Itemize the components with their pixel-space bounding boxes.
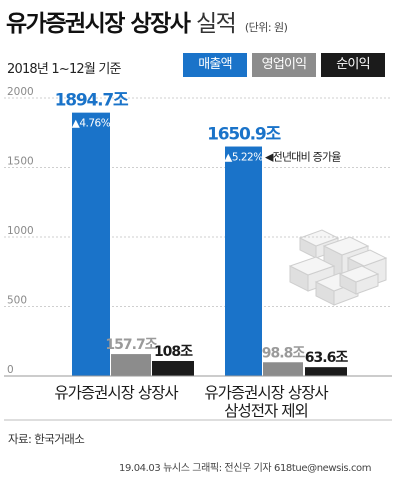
title-main: 유가증권시장 상장사	[6, 11, 191, 37]
legend-net-profit: 순이익	[321, 53, 385, 77]
sales-value-label: 1650.9조	[207, 125, 281, 145]
source-note: 자료: 한국거래소	[8, 432, 85, 446]
operating-profit-value-label: 157.7조	[105, 337, 157, 353]
net-profit-value-label: 63.6조	[305, 350, 349, 366]
bar-sales	[225, 146, 262, 376]
y-tick-label: 0	[7, 364, 14, 376]
sales-value-label: 1894.7조	[55, 91, 129, 111]
chart-title: 유가증권시장 상장사 실적 (단위: 원)	[6, 4, 288, 38]
title-sub: 실적	[195, 11, 237, 37]
legend-operating-profit: 영업이익	[252, 53, 316, 77]
bar-operating-profit	[111, 354, 151, 376]
bar-net-profit	[152, 360, 194, 376]
bar-sales	[72, 112, 110, 376]
x-category-label: 유가증권시장 상장사	[54, 384, 178, 402]
y-tick-label: 2000	[7, 86, 34, 98]
growth-rate-label: (▲5.22%)	[221, 152, 267, 164]
growth-annotation: ◀전년대비 증가율	[265, 151, 341, 164]
decorative-blocks	[288, 229, 388, 306]
unit-label: (단위: 원)	[244, 21, 288, 34]
credit-line: 19.04.03 뉴시스 그래픽: 전신우 기자 618tue@newsis.c…	[119, 463, 372, 474]
legend-sales: 매출액	[183, 53, 247, 77]
growth-rate-label: (▲4.76%)	[68, 118, 114, 130]
x-category-label: 유가증권시장 상장사	[204, 384, 328, 402]
operating-profit-value-label: 98.8조	[262, 345, 306, 361]
y-tick-label: 1000	[7, 225, 34, 237]
y-tick-label: 1500	[7, 156, 34, 168]
net-profit-value-label: 108조	[154, 344, 193, 360]
x-category-label: 삼성전자 제외	[224, 402, 308, 420]
period-label: 2018년 1~12월 기준	[7, 62, 122, 77]
bar-operating-profit	[263, 362, 303, 376]
y-tick-label: 500	[7, 295, 27, 307]
bar-net-profit	[305, 367, 347, 376]
